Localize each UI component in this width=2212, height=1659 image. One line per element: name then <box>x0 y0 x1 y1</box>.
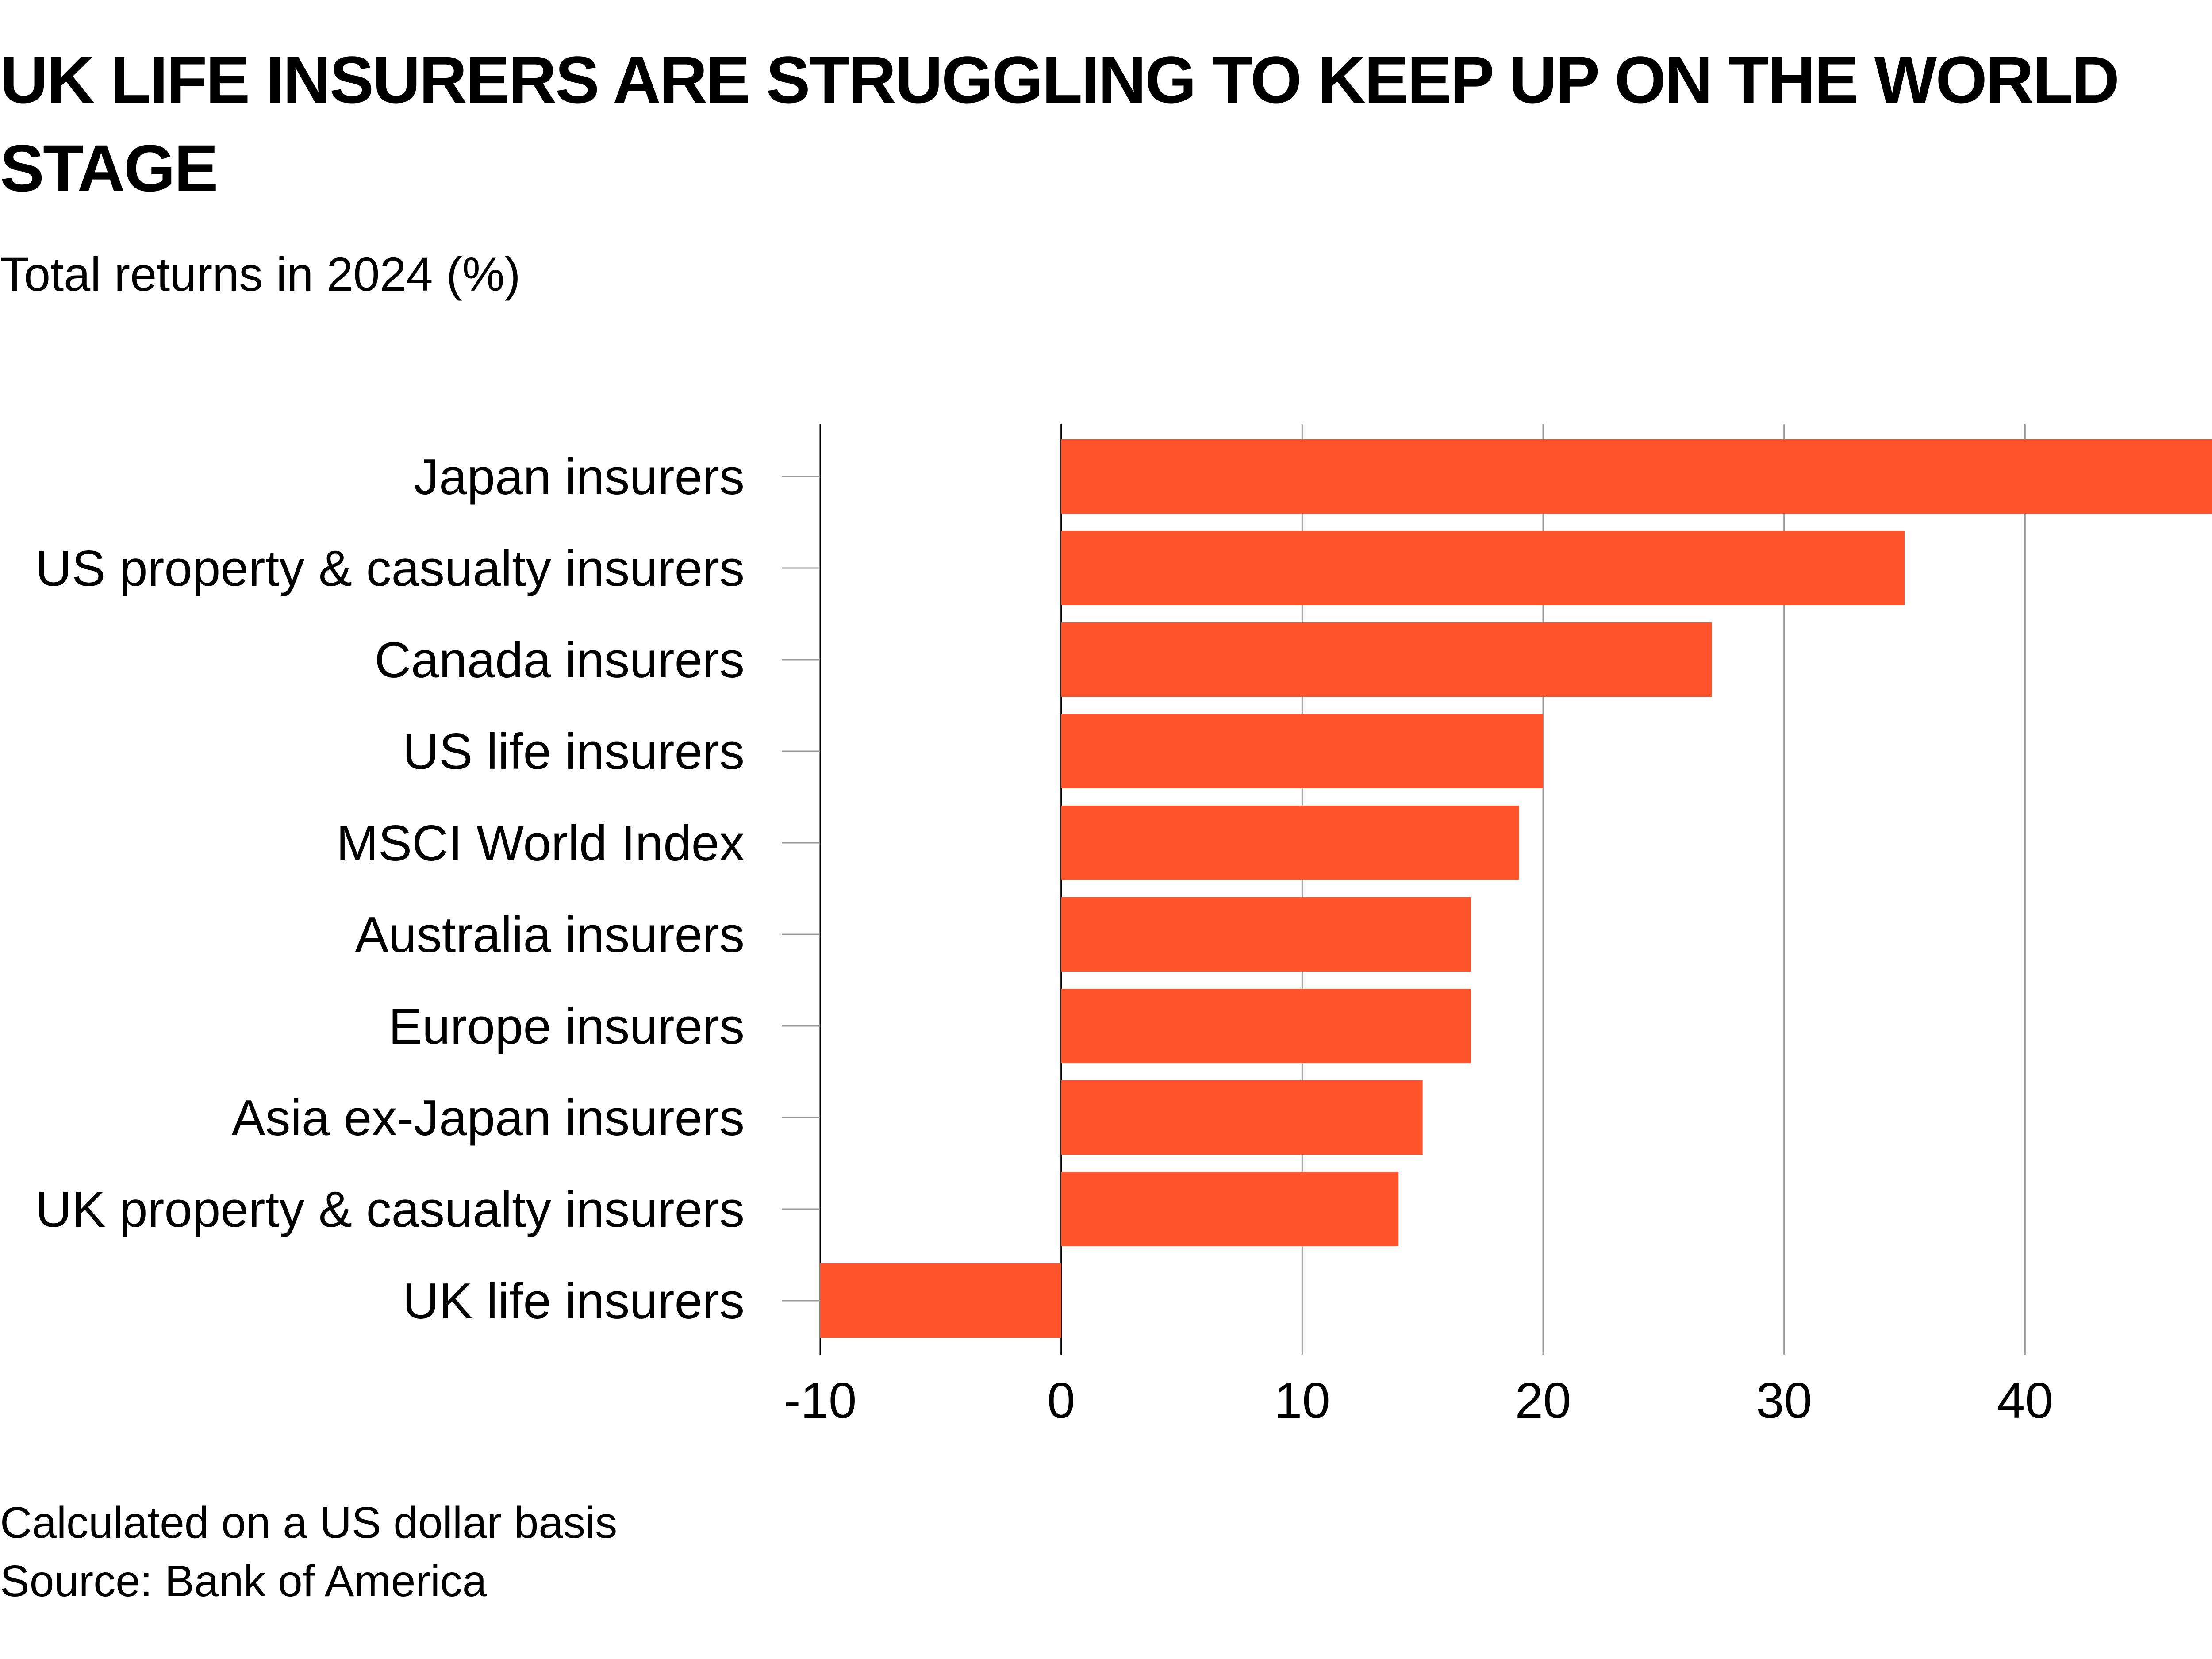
category-label: MSCI World Index <box>336 815 745 872</box>
category-label: UK property & casualty insurers <box>35 1182 745 1238</box>
category-label: UK life insurers <box>403 1273 745 1329</box>
category-label: US property & casualty insurers <box>35 541 745 597</box>
bar <box>1061 806 1519 880</box>
bar <box>1061 989 1471 1063</box>
x-tick-label: 20 <box>1515 1373 1571 1429</box>
bar <box>1061 897 1471 972</box>
bar <box>1061 531 1905 605</box>
bar <box>820 1263 1061 1338</box>
category-label: Asia ex-Japan insurers <box>231 1090 745 1146</box>
category-label: US life insurers <box>403 724 745 780</box>
footnote: Calculated on a US dollar basis <box>0 1498 618 1548</box>
x-tick-label: 30 <box>1756 1373 1812 1429</box>
chart-subtitle: Total returns in 2024 (%) <box>0 247 521 301</box>
source-note: Source: Bank of America <box>0 1556 487 1606</box>
bar <box>1061 622 1712 697</box>
x-tick-label: 0 <box>1047 1373 1075 1429</box>
chart-title: UK LIFE INSURERS ARE STRUGGLING TO KEEP … <box>0 42 2120 205</box>
x-tick-label: 10 <box>1274 1373 1330 1429</box>
category-label: Japan insurers <box>414 449 745 505</box>
category-label: Europe insurers <box>388 998 745 1055</box>
category-label: Canada insurers <box>375 632 745 688</box>
category-label: Australia insurers <box>355 907 745 963</box>
bar <box>1061 1172 1399 1246</box>
bar <box>1061 439 2212 514</box>
x-tick-label: 40 <box>1997 1373 2053 1429</box>
bar <box>1061 1080 1423 1155</box>
bar <box>1061 714 1543 788</box>
x-tick-label: -10 <box>784 1373 857 1429</box>
